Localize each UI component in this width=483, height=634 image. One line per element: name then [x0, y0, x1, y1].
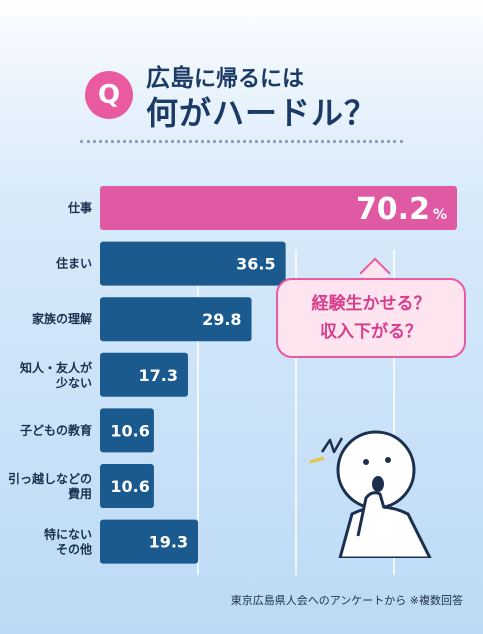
character-mouth — [372, 476, 384, 492]
title-divider — [80, 140, 403, 143]
category-label: 引っ越しなどの費用 — [8, 471, 92, 501]
character-hand — [356, 491, 386, 537]
category-label-line: 家族の理解 — [32, 311, 92, 326]
category-label-line: 仕事 — [67, 200, 92, 215]
bar — [100, 464, 154, 508]
category-label-line: その他 — [56, 542, 92, 557]
bar-value-label: 10.6 — [110, 421, 149, 440]
category-label: 仕事 — [67, 200, 92, 215]
character-eye-left — [363, 459, 369, 465]
category-label: 子どもの教育 — [20, 422, 92, 437]
bar-value-unit: % — [433, 207, 447, 223]
bar — [100, 186, 457, 230]
category-label-line: 住まい — [56, 256, 92, 271]
bar — [100, 297, 252, 342]
title-line-1: 広島に帰るには — [146, 58, 304, 93]
category-label: 家族の理解 — [32, 311, 92, 326]
category-label-line: 少ない — [55, 375, 92, 390]
callout-line-1: 経験生かせる？ — [311, 294, 431, 314]
character-body — [338, 505, 432, 558]
title-line-2: 何がハードル？ — [146, 94, 378, 132]
category-label: 知人・友人が少ない — [19, 360, 92, 390]
bar — [100, 408, 154, 453]
bar-value-label: 17.3 — [138, 366, 177, 385]
bar — [100, 352, 188, 397]
q-badge: Q — [85, 71, 133, 119]
bar-value-label: 36.5 — [236, 255, 275, 274]
character-eye-right — [385, 457, 391, 463]
callout-bubble: 経験生かせる？ 収入下がる？ — [276, 278, 466, 358]
source-footnote: 東京広島県人会へのアンケートから ※複数回答 — [230, 594, 463, 607]
category-label-line: 費用 — [68, 486, 92, 501]
bar-value-label: 70.2% — [356, 192, 447, 227]
surprised-character-illustration — [309, 430, 432, 558]
shock-mark-icon — [320, 437, 344, 454]
shock-line-icon — [309, 456, 325, 464]
title-line-1-place: 広島 — [146, 64, 194, 92]
title-line-1-rest: に帰るには — [194, 67, 305, 92]
bar — [100, 241, 286, 286]
callout-line-2: 収入下がる？ — [320, 322, 422, 342]
bar-value-label: 19.3 — [149, 533, 188, 552]
category-label: 住まい — [56, 256, 92, 271]
bar-value-label: 10.6 — [110, 477, 149, 496]
category-label-line: 引っ越しなどの — [8, 471, 92, 486]
category-label-line: 特にない — [44, 527, 92, 542]
category-label-line: 知人・友人が — [19, 360, 92, 375]
bar-value-label: 29.8 — [202, 310, 241, 329]
bar — [100, 519, 199, 564]
category-label: 特にないその他 — [44, 527, 92, 557]
category-label-line: 子どもの教育 — [20, 422, 92, 437]
bar-value-number: 70.2 — [356, 192, 430, 227]
